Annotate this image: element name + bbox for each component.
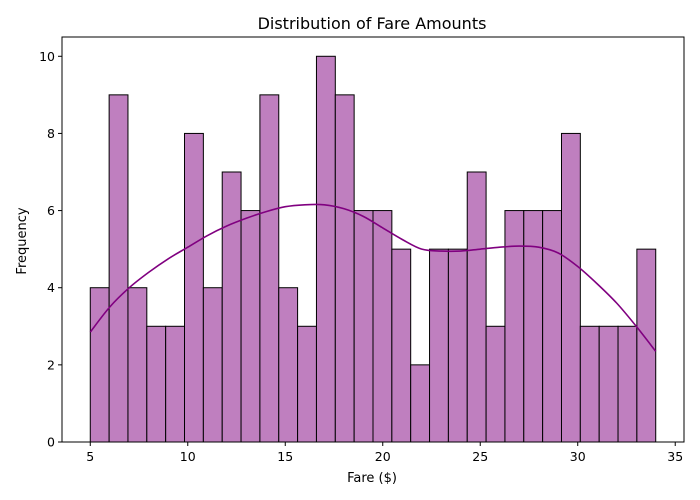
histogram-bar-18 — [410, 364, 431, 443]
x-axis-label: Fare ($) — [347, 471, 397, 486]
y-tick-label-8: 8 — [47, 126, 55, 141]
histogram-bar-22 — [485, 325, 506, 443]
chart-title: Distribution of Fare Amounts — [258, 14, 487, 33]
histogram-bar-19 — [429, 248, 449, 443]
y-tick-label-10: 10 — [39, 49, 55, 64]
histogram-bar-24 — [523, 210, 544, 443]
histogram-bar-29 — [617, 325, 638, 443]
histogram-bar-8 — [221, 171, 242, 443]
axes: 5 10 15 20 25 30 35 0 2 4 6 8 10 — [39, 36, 685, 464]
y-tick-label-6: 6 — [47, 203, 55, 218]
x-tick-label-15: 15 — [277, 449, 293, 464]
x-tick-label-30: 30 — [570, 449, 586, 464]
histogram-bar-3 — [127, 287, 148, 443]
plot-area — [89, 55, 657, 443]
histogram-bar-7 — [202, 287, 223, 443]
histogram-bar-5 — [165, 325, 186, 443]
histogram-bar-14 — [334, 94, 355, 443]
histogram-bar-10 — [259, 94, 280, 443]
y-tick-label-0: 0 — [47, 435, 55, 450]
histogram-bar-20 — [447, 248, 468, 443]
histogram-bar-6 — [184, 132, 204, 443]
histogram-bar-25 — [542, 210, 562, 443]
x-tick-label-20: 20 — [375, 449, 391, 464]
histogram-bar-28 — [598, 325, 619, 443]
histogram-bar-4 — [146, 325, 167, 443]
histogram-bar-21 — [466, 171, 487, 443]
histogram-bar-17 — [391, 248, 412, 443]
kde-curve — [89, 203, 657, 352]
x-tick-label-5: 5 — [86, 449, 94, 464]
histogram-bar-16 — [372, 210, 393, 443]
y-tick-label-4: 4 — [47, 280, 55, 295]
x-tick-label-25: 25 — [472, 449, 488, 464]
y-axis-label: Frequency — [15, 207, 30, 274]
histogram-bar-27 — [579, 325, 600, 443]
histogram-bar-15 — [353, 210, 374, 443]
axes-frame — [61, 36, 685, 443]
x-tick-label-35: 35 — [667, 449, 683, 464]
histogram-bar-13 — [315, 55, 336, 443]
histogram-bar-30 — [636, 248, 657, 443]
y-tick-label-2: 2 — [47, 357, 55, 372]
x-tick-label-10: 10 — [180, 449, 196, 464]
histogram-bar-26 — [560, 132, 581, 443]
histogram-bar-12 — [297, 325, 317, 443]
histogram-bar-2 — [108, 94, 129, 443]
histogram-bar-11 — [278, 287, 299, 443]
histogram-bar-9 — [240, 210, 261, 443]
